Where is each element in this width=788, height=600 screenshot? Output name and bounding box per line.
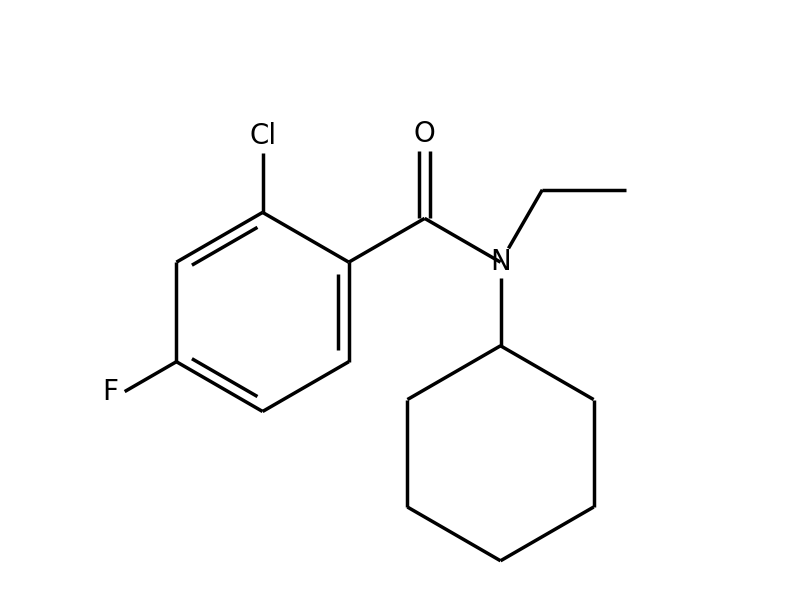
Text: N: N bbox=[490, 248, 511, 276]
Text: O: O bbox=[414, 119, 436, 148]
Text: F: F bbox=[102, 377, 118, 406]
Text: Cl: Cl bbox=[249, 122, 276, 150]
